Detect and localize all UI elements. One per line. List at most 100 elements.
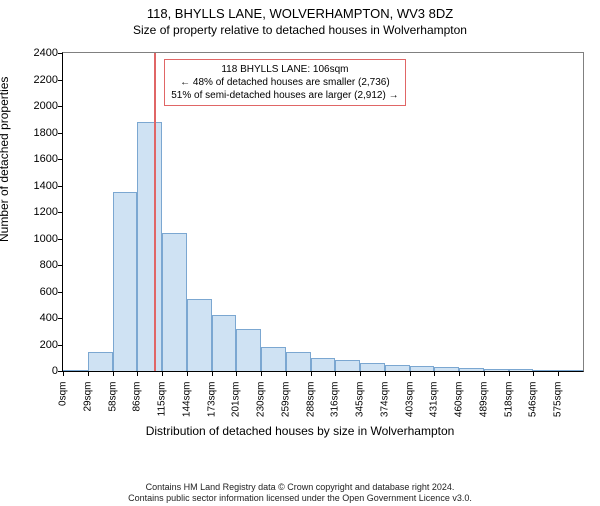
ytick-mark xyxy=(58,133,62,134)
ytick-mark xyxy=(58,292,62,293)
xtick-label: 144sqm xyxy=(181,382,192,422)
xtick-label: 575sqm xyxy=(553,382,564,422)
xtick-label: 230sqm xyxy=(256,382,267,422)
histogram-bar xyxy=(558,370,583,371)
ytick-label: 1000 xyxy=(24,233,58,245)
ytick-mark xyxy=(58,186,62,187)
histogram-bar xyxy=(335,360,360,371)
histogram-bar xyxy=(212,315,236,371)
ytick-mark xyxy=(58,239,62,240)
page-title-line1: 118, BHYLLS LANE, WOLVERHAMPTON, WV3 8DZ xyxy=(0,6,600,21)
ytick-mark xyxy=(58,212,62,213)
xtick-label: 29sqm xyxy=(82,382,93,422)
ytick-mark xyxy=(58,80,62,81)
histogram-bar xyxy=(187,299,212,371)
ytick-label: 0 xyxy=(24,365,58,377)
xtick-label: 259sqm xyxy=(280,382,291,422)
xtick-mark xyxy=(137,372,138,376)
xtick-label: 518sqm xyxy=(503,382,514,422)
ytick-label: 800 xyxy=(24,259,58,271)
histogram-bar xyxy=(286,352,311,371)
xtick-label: 431sqm xyxy=(429,382,440,422)
footer-line2: Contains public sector information licen… xyxy=(0,493,600,504)
histogram-bar xyxy=(113,192,137,371)
histogram-bar xyxy=(360,363,385,371)
page-title-line2: Size of property relative to detached ho… xyxy=(0,23,600,37)
xtick-mark xyxy=(385,372,386,376)
xtick-mark xyxy=(113,372,114,376)
ytick-label: 600 xyxy=(24,286,58,298)
ytick-mark xyxy=(58,159,62,160)
xtick-label: 86sqm xyxy=(132,382,143,422)
histogram-bar xyxy=(459,368,484,371)
xtick-label: 115sqm xyxy=(157,382,168,422)
xtick-label: 546sqm xyxy=(528,382,539,422)
annotation-line: 51% of semi-detached houses are larger (… xyxy=(171,89,398,102)
histogram-bar xyxy=(434,367,459,371)
xtick-mark xyxy=(335,372,336,376)
ytick-label: 1800 xyxy=(24,127,58,139)
xtick-mark xyxy=(311,372,312,376)
histogram-bar xyxy=(261,347,286,371)
xtick-mark xyxy=(286,372,287,376)
ytick-label: 2200 xyxy=(24,74,58,86)
xtick-label: 316sqm xyxy=(330,382,341,422)
xtick-mark xyxy=(558,372,559,376)
chart-container: Number of detached properties 118 BHYLLS… xyxy=(0,42,600,442)
ytick-mark xyxy=(58,318,62,319)
annotation-line: 118 BHYLLS LANE: 106sqm xyxy=(171,63,398,76)
xtick-label: 374sqm xyxy=(379,382,390,422)
histogram-bar xyxy=(63,370,88,371)
xtick-mark xyxy=(360,372,361,376)
histogram-bar xyxy=(162,233,187,371)
ytick-label: 400 xyxy=(24,312,58,324)
xtick-label: 489sqm xyxy=(478,382,489,422)
xtick-mark xyxy=(162,372,163,376)
ytick-mark xyxy=(58,53,62,54)
xtick-mark xyxy=(63,372,64,376)
xtick-label: 173sqm xyxy=(206,382,217,422)
histogram-bar xyxy=(533,370,558,371)
plot-area: 118 BHYLLS LANE: 106sqm← 48% of detached… xyxy=(62,52,584,372)
xtick-mark xyxy=(88,372,89,376)
histogram-bar xyxy=(137,122,162,371)
xtick-label: 460sqm xyxy=(454,382,465,422)
ytick-mark xyxy=(58,371,62,372)
ytick-label: 2000 xyxy=(24,100,58,112)
xtick-mark xyxy=(187,372,188,376)
ytick-label: 2400 xyxy=(24,47,58,59)
xtick-label: 345sqm xyxy=(355,382,366,422)
xtick-label: 201sqm xyxy=(231,382,242,422)
histogram-bar xyxy=(509,369,533,371)
xtick-mark xyxy=(212,372,213,376)
xtick-label: 403sqm xyxy=(404,382,415,422)
ytick-label: 200 xyxy=(24,339,58,351)
xtick-mark xyxy=(533,372,534,376)
xtick-mark xyxy=(410,372,411,376)
ytick-mark xyxy=(58,345,62,346)
annotation-box: 118 BHYLLS LANE: 106sqm← 48% of detached… xyxy=(164,59,405,106)
xtick-mark xyxy=(509,372,510,376)
histogram-bar xyxy=(410,366,434,371)
subject-size-marker xyxy=(154,53,156,371)
xtick-mark xyxy=(484,372,485,376)
ytick-mark xyxy=(58,265,62,266)
x-axis-label: Distribution of detached houses by size … xyxy=(0,424,600,438)
xtick-label: 0sqm xyxy=(58,382,69,422)
histogram-bar xyxy=(385,365,410,371)
xtick-mark xyxy=(434,372,435,376)
footer-line1: Contains HM Land Registry data © Crown c… xyxy=(0,482,600,493)
y-axis-label: Number of detached properties xyxy=(0,77,11,242)
ytick-mark xyxy=(58,106,62,107)
histogram-bar xyxy=(88,352,113,371)
histogram-bar xyxy=(311,358,335,371)
footer-attribution: Contains HM Land Registry data © Crown c… xyxy=(0,482,600,505)
ytick-label: 1200 xyxy=(24,206,58,218)
histogram-bar xyxy=(484,369,509,371)
xtick-label: 288sqm xyxy=(305,382,316,422)
annotation-line: ← 48% of detached houses are smaller (2,… xyxy=(171,76,398,89)
ytick-label: 1600 xyxy=(24,153,58,165)
histogram-bar xyxy=(236,329,261,371)
xtick-mark xyxy=(261,372,262,376)
xtick-mark xyxy=(236,372,237,376)
